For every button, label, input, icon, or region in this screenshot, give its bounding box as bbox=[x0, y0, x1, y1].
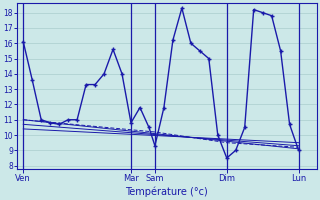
X-axis label: Température (°c): Température (°c) bbox=[125, 186, 208, 197]
